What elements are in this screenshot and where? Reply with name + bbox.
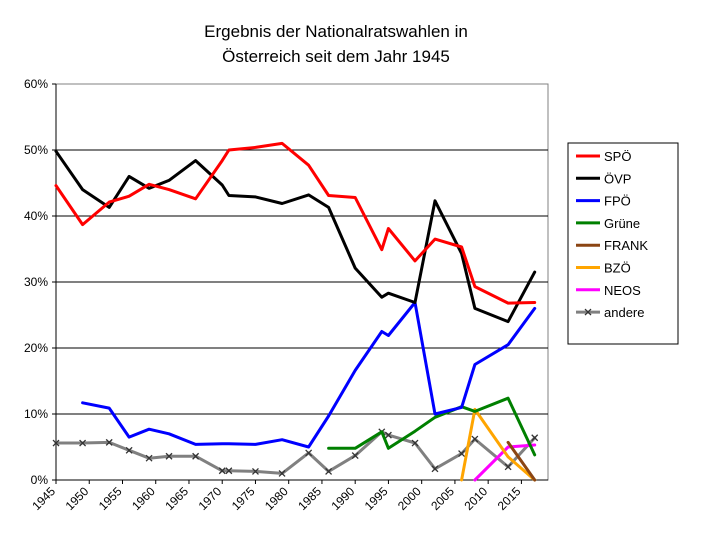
x-tick-label: 2015	[495, 484, 524, 513]
data-point-andere	[165, 452, 173, 460]
legend: SPÖ ÖVP FPÖ Grüne FRANK BZÖ NEOS andere	[567, 142, 679, 345]
data-point-andere	[278, 469, 286, 477]
x-tick-label: 1990	[329, 484, 358, 513]
x-tick-label: 1970	[196, 484, 225, 513]
legend-label: Grüne	[604, 216, 640, 231]
legend-item-gruene: Grüne	[576, 216, 640, 231]
x-tick-label: 1975	[229, 484, 258, 513]
y-tick-label: 40%	[24, 209, 48, 223]
legend-item-bzoe: BZÖ	[576, 261, 631, 276]
data-point-andere	[384, 431, 392, 439]
series-line-neos	[473, 443, 537, 482]
x-tick-label: 1965	[162, 484, 191, 513]
data-point-andere	[531, 434, 539, 442]
y-tick-label: 10%	[24, 407, 48, 421]
legend-item-oevp: ÖVP	[576, 171, 631, 186]
legend-label: FPÖ	[604, 194, 631, 209]
data-point-andere	[458, 450, 466, 458]
legend-item-neos: NEOS	[576, 283, 641, 298]
x-tick-label: 1980	[262, 484, 291, 513]
legend-item-frank: FRANK	[576, 238, 648, 253]
legend-label: NEOS	[604, 283, 641, 298]
data-point-andere	[145, 454, 153, 462]
data-point-andere	[431, 465, 439, 473]
data-point-andere	[125, 446, 133, 454]
series-line-frank	[506, 440, 537, 482]
x-tick-label: 2005	[428, 484, 457, 513]
y-tick-label: 50%	[24, 143, 48, 157]
y-tick-label: 60%	[24, 77, 48, 91]
x-tick-label: 1995	[362, 484, 391, 513]
data-point-andere	[325, 467, 333, 475]
y-tick-label: 0%	[31, 473, 49, 487]
data-point-andere	[251, 467, 259, 475]
legend-label: andere	[604, 305, 644, 320]
series-line-spoe	[54, 141, 537, 305]
series-line-bzoe	[460, 407, 537, 482]
y-tick-label: 20%	[24, 341, 48, 355]
data-point-andere	[305, 449, 313, 457]
plot-area: 0% 10% 20% 30% 40% 50% 60% 1945 1950 1955 1960 1965…	[24, 77, 549, 513]
x-tick-label: 1945	[29, 484, 58, 513]
chart-title-line-2: Österreich seit dem Jahr 1945	[222, 47, 450, 66]
data-point-andere	[52, 439, 60, 447]
legend-label: SPÖ	[604, 149, 631, 164]
x-tick-label: 1985	[295, 484, 324, 513]
legend-label: BZÖ	[604, 261, 631, 276]
legend-label: ÖVP	[604, 171, 631, 186]
data-point-andere	[504, 463, 512, 471]
x-tick-label: 2010	[462, 484, 491, 513]
data-point-andere	[351, 452, 359, 460]
x-tick-label: 1950	[63, 484, 92, 513]
data-point-andere	[105, 438, 113, 446]
data-point-andere	[218, 467, 226, 475]
series-line-andere	[54, 430, 537, 475]
data-point-andere	[411, 439, 419, 447]
data-point-andere	[79, 439, 87, 447]
data-point-andere	[192, 452, 200, 460]
legend-item-fpoe: FPÖ	[576, 194, 631, 209]
y-tick-label: 30%	[24, 275, 48, 289]
legend-label: FRANK	[604, 238, 648, 253]
chart-title-line-1: Ergebnis der Nationalratswahlen in	[204, 22, 468, 41]
x-tick-label: 1960	[129, 484, 158, 513]
legend-item-spoe: SPÖ	[576, 149, 631, 164]
data-point-andere	[225, 467, 233, 475]
x-tick-label: 1955	[96, 484, 125, 513]
legend-item-andere: andere	[576, 305, 644, 320]
series-line-fpoe	[81, 301, 537, 449]
series-line-oevp	[54, 149, 537, 324]
series-line-gruene	[327, 396, 537, 457]
data-point-andere	[471, 435, 479, 443]
x-tick-label: 2000	[395, 484, 424, 513]
